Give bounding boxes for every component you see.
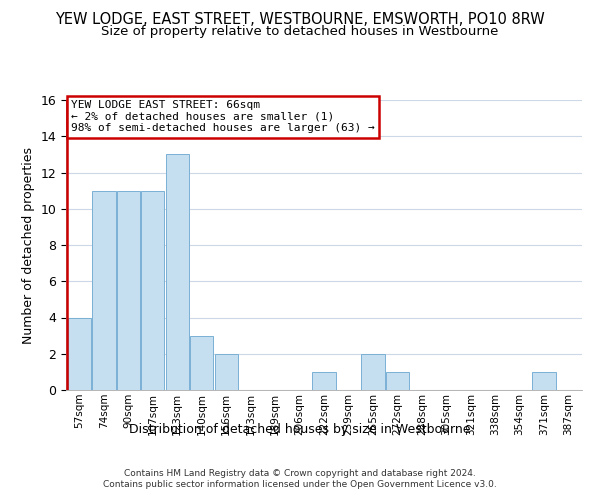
Text: YEW LODGE EAST STREET: 66sqm
← 2% of detached houses are smaller (1)
98% of semi: YEW LODGE EAST STREET: 66sqm ← 2% of det…: [71, 100, 375, 133]
Bar: [117, 190, 140, 390]
Bar: [92, 190, 116, 390]
Bar: [215, 354, 238, 390]
Bar: [68, 318, 91, 390]
Y-axis label: Number of detached properties: Number of detached properties: [22, 146, 35, 344]
Text: Size of property relative to detached houses in Westbourne: Size of property relative to detached ho…: [101, 25, 499, 38]
Bar: [141, 190, 164, 390]
Text: Contains public sector information licensed under the Open Government Licence v3: Contains public sector information licen…: [103, 480, 497, 489]
Bar: [166, 154, 189, 390]
Bar: [361, 354, 385, 390]
Bar: [532, 372, 556, 390]
Bar: [313, 372, 335, 390]
Bar: [190, 336, 214, 390]
Text: Distribution of detached houses by size in Westbourne: Distribution of detached houses by size …: [129, 422, 471, 436]
Text: YEW LODGE, EAST STREET, WESTBOURNE, EMSWORTH, PO10 8RW: YEW LODGE, EAST STREET, WESTBOURNE, EMSW…: [55, 12, 545, 28]
Text: Contains HM Land Registry data © Crown copyright and database right 2024.: Contains HM Land Registry data © Crown c…: [124, 468, 476, 477]
Bar: [386, 372, 409, 390]
